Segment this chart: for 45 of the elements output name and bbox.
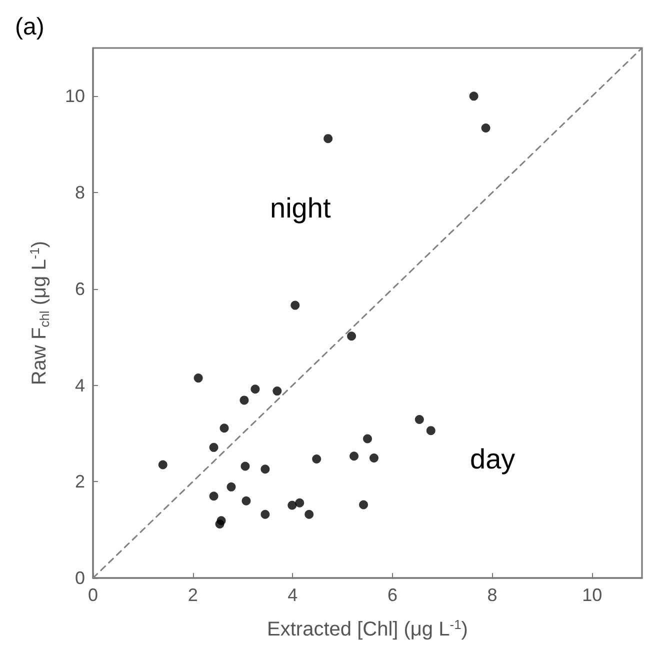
point — [426, 426, 436, 436]
x-tick-label: 8 — [487, 585, 498, 605]
x-tick-label: 2 — [188, 585, 198, 605]
y-tick-label: 2 — [74, 472, 85, 492]
x-tick-label: 10 — [582, 585, 602, 605]
x-tick-label: 4 — [288, 585, 298, 605]
point — [240, 396, 249, 405]
point — [226, 482, 236, 492]
point — [215, 520, 224, 529]
y-tick-label: 4 — [74, 375, 85, 396]
annotation: day — [470, 444, 516, 474]
point — [209, 442, 218, 452]
point — [242, 496, 251, 506]
point — [350, 452, 359, 461]
point — [194, 374, 203, 383]
point — [288, 500, 297, 510]
point — [324, 134, 333, 144]
point — [272, 386, 282, 396]
y-tick-label: 0 — [74, 568, 85, 588]
point — [260, 510, 270, 519]
y-tick-label: 6 — [74, 278, 85, 299]
point — [250, 384, 260, 394]
point — [414, 414, 424, 424]
point — [304, 510, 314, 519]
point — [209, 492, 218, 501]
point — [359, 500, 368, 510]
point — [347, 332, 356, 341]
point — [369, 454, 378, 463]
point — [158, 460, 168, 470]
annotation: night — [270, 192, 331, 224]
point — [220, 424, 229, 433]
point — [295, 498, 304, 508]
chart-title: (a) — [15, 14, 44, 40]
point — [363, 434, 372, 444]
point — [260, 464, 270, 474]
y-axis-title: Raw Fchl (μg L-1) — [27, 240, 52, 386]
point — [240, 462, 250, 471]
y-tick-label: 10 — [64, 86, 85, 106]
point — [312, 454, 322, 464]
x-tick-label: 6 — [387, 585, 398, 605]
point — [481, 123, 490, 132]
y-tick-label: 8 — [74, 182, 85, 203]
point — [469, 92, 478, 101]
point — [290, 300, 300, 310]
x-tick-label: 0 — [88, 585, 98, 605]
